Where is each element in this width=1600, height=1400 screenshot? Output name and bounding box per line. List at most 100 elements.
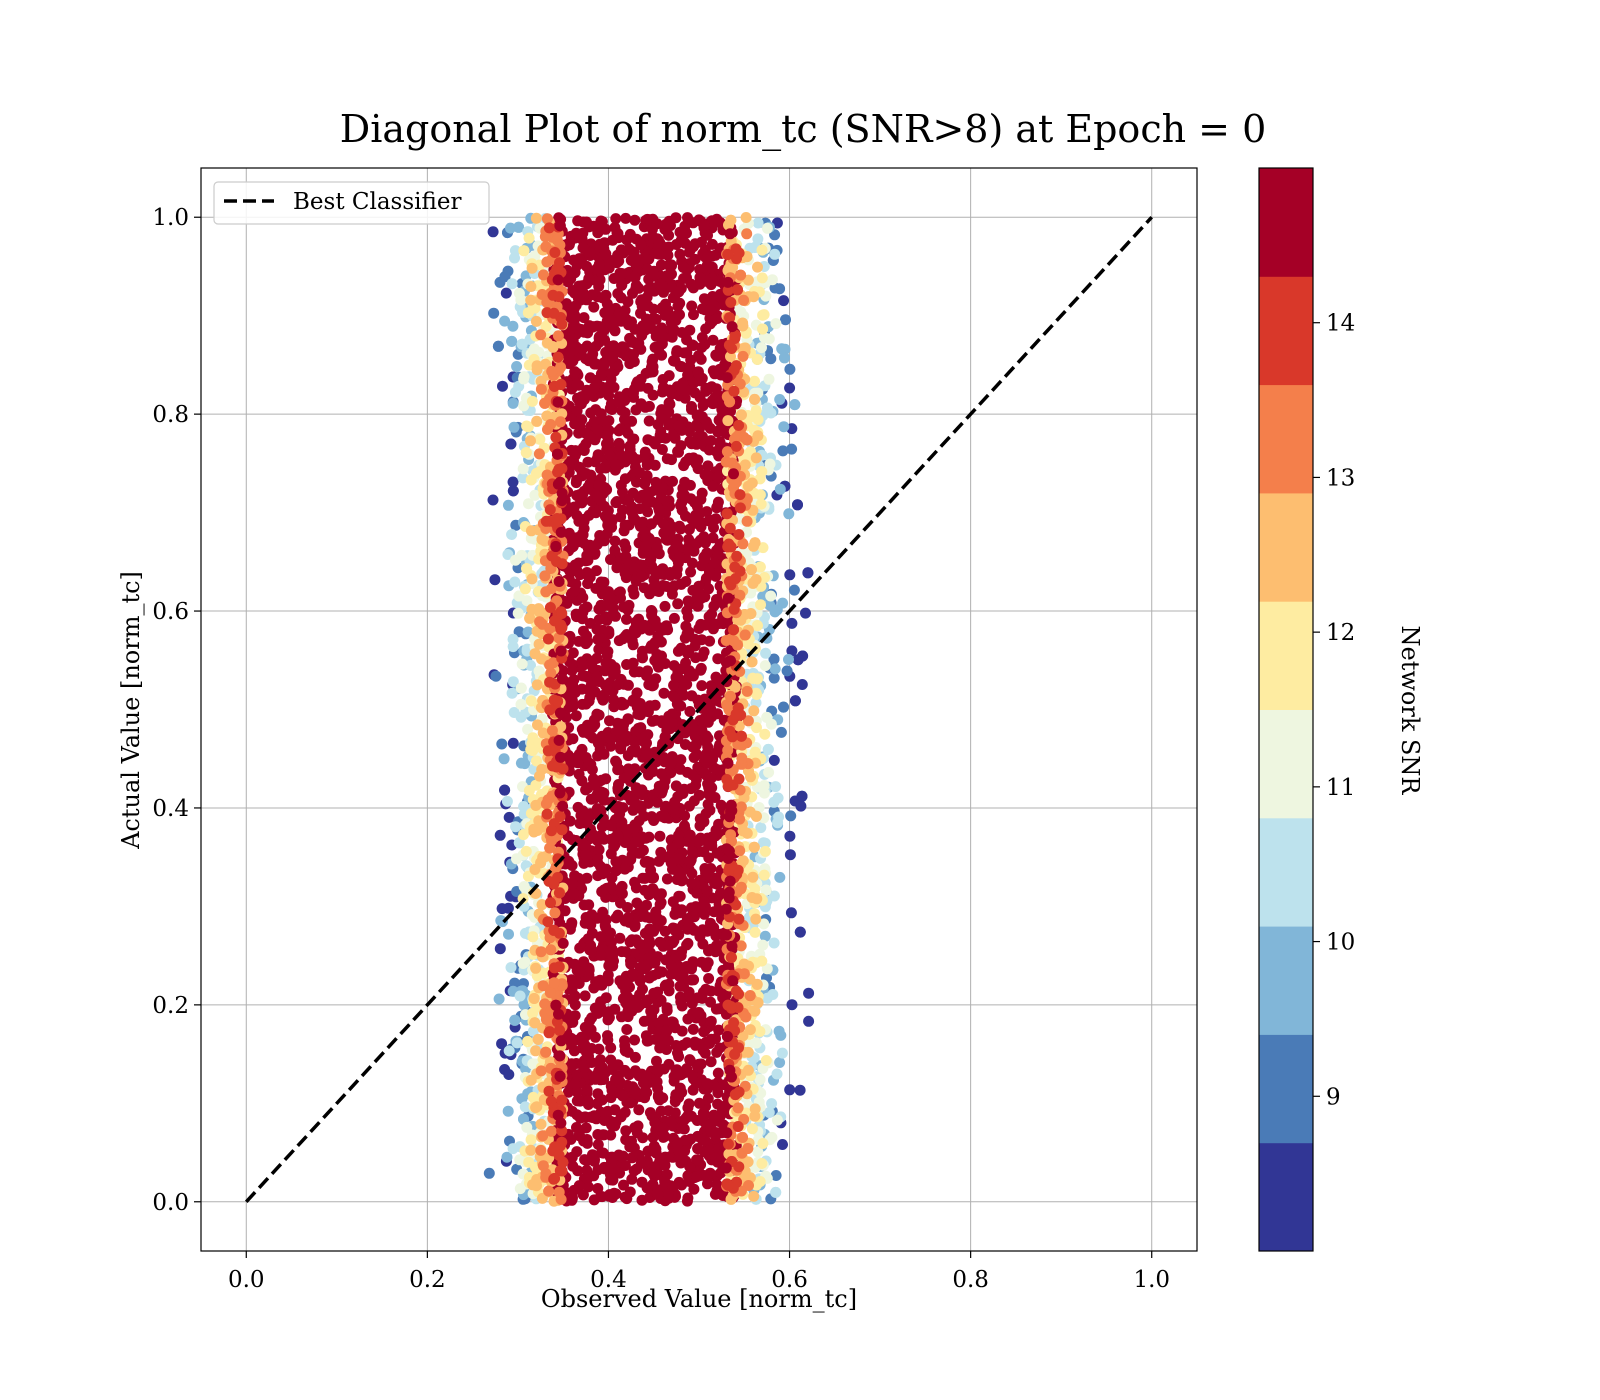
scatter-point <box>655 768 667 780</box>
scatter-point <box>768 653 780 665</box>
scatter-point <box>525 294 537 306</box>
scatter-point <box>632 1001 644 1013</box>
scatter-point <box>685 493 697 505</box>
scatter-point <box>525 525 537 537</box>
scatter-point <box>770 318 782 330</box>
scatter-point <box>744 1024 756 1036</box>
scatter-point <box>669 1022 681 1034</box>
scatter-point <box>522 723 534 735</box>
scatter-point <box>708 600 720 612</box>
scatter-point <box>747 871 759 883</box>
scatter-point <box>595 215 607 227</box>
scatter-point <box>703 973 715 984</box>
scatter-point <box>640 540 652 552</box>
scatter-point <box>643 415 655 427</box>
scatter-point <box>696 431 708 443</box>
scatter-point <box>759 845 771 857</box>
scatter-point <box>761 963 773 975</box>
chart-title: Diagonal Plot of norm_tc (SNR>8) at Epoc… <box>340 107 1267 152</box>
scatter-point <box>656 338 668 350</box>
scatter-point <box>703 782 715 793</box>
scatter-point <box>511 1037 523 1049</box>
scatter-point <box>514 990 526 1002</box>
scatter-point <box>679 632 691 644</box>
scatter-point <box>579 1154 591 1166</box>
scatter-point <box>527 1091 539 1103</box>
scatter-point <box>585 1111 597 1123</box>
scatter-point <box>583 570 594 582</box>
scatter-point <box>688 1183 700 1195</box>
scatter-point <box>684 361 696 373</box>
scatter-point <box>691 538 703 549</box>
scatter-point <box>619 519 631 531</box>
scatter-point <box>648 1004 660 1016</box>
scatter-point <box>789 695 801 707</box>
scatter-point <box>584 1015 596 1027</box>
scatter-point <box>581 872 593 884</box>
scatter-point <box>488 307 500 319</box>
scatter-point <box>784 382 796 394</box>
scatter-point <box>616 888 628 900</box>
scatter-point <box>630 882 642 894</box>
scatter-point <box>647 1131 659 1143</box>
scatter-point <box>746 656 758 668</box>
scatter-point <box>595 463 607 475</box>
scatter-point <box>611 257 623 269</box>
scatter-point <box>643 972 655 984</box>
scatter-point <box>698 896 710 908</box>
scatter-point <box>692 992 704 1004</box>
scatter-point <box>649 957 661 969</box>
scatter-point <box>505 222 516 234</box>
scatter-point <box>749 1103 761 1115</box>
scatter-point <box>696 332 708 343</box>
scatter-point <box>577 528 588 540</box>
scatter-point <box>612 288 624 300</box>
scatter-point <box>603 304 615 316</box>
scatter-point <box>690 652 702 664</box>
scatter-point <box>682 1192 694 1204</box>
scatter-point <box>756 244 768 256</box>
scatter-point <box>773 811 785 823</box>
scatter-point <box>574 1111 586 1123</box>
scatter-point <box>669 1096 681 1108</box>
scatter-point <box>674 837 686 849</box>
scatter-point <box>519 956 531 968</box>
scatter-point <box>679 384 691 396</box>
scatter-point <box>627 657 639 669</box>
scatter-point <box>683 452 695 464</box>
scatter-point <box>752 1146 764 1158</box>
scatter-point <box>492 340 504 352</box>
scatter-point <box>784 849 796 861</box>
scatter-point <box>644 321 656 333</box>
scatter-point <box>674 1082 686 1094</box>
scatter-point <box>627 387 639 399</box>
scatter-point <box>583 899 595 911</box>
scatter-point <box>661 873 673 885</box>
scatter-point <box>779 352 790 364</box>
scatter-point <box>514 1183 526 1195</box>
scatter-point <box>701 419 713 431</box>
scatter-point <box>592 675 604 687</box>
scatter-point <box>637 872 649 884</box>
scatter-point <box>619 1064 631 1076</box>
scatter-point <box>568 1184 580 1196</box>
scatter-point <box>586 909 598 921</box>
scatter-point <box>516 658 528 670</box>
scatter-point <box>756 955 768 967</box>
scatter-point <box>710 1003 722 1015</box>
scatter-point <box>605 368 617 379</box>
scatter-point <box>635 380 647 392</box>
scatter-point <box>758 918 770 930</box>
scatter-point <box>752 233 764 245</box>
scatter-point <box>597 906 609 918</box>
scatter-point <box>578 956 590 968</box>
scatter-point <box>711 1179 723 1191</box>
scatter-point <box>613 724 625 736</box>
scatter-point <box>683 800 695 812</box>
scatter-point <box>635 722 647 734</box>
scatter-point <box>768 937 780 949</box>
scatter-point <box>634 962 646 974</box>
scatter-point <box>521 1121 533 1133</box>
scatter-point <box>708 922 720 934</box>
scatter-point <box>516 338 528 350</box>
